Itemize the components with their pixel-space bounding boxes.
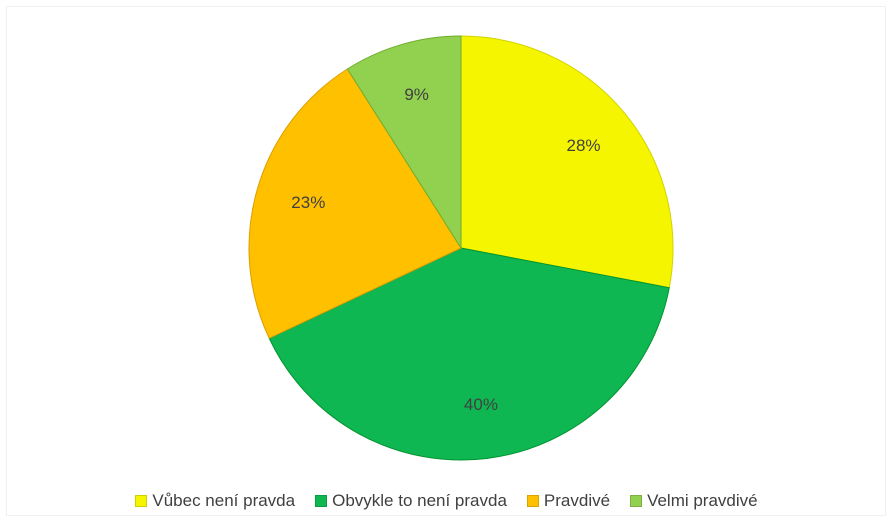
data-label-3: 23% bbox=[291, 193, 325, 212]
legend-swatch bbox=[630, 495, 643, 507]
pie-slice-1 bbox=[460, 35, 674, 289]
legend-label: Velmi pravdivé bbox=[647, 491, 758, 510]
pie-slice-2 bbox=[268, 247, 670, 461]
chart-border bbox=[6, 6, 886, 516]
data-label-1: 28% bbox=[566, 136, 600, 155]
pie-slices bbox=[248, 35, 674, 461]
legend-item-1: Vůbec není pravda bbox=[135, 491, 295, 511]
legend-swatch bbox=[135, 495, 148, 507]
data-label-2: 40% bbox=[464, 395, 498, 414]
chart-legend: Vůbec není pravda Obvykle to není pravda P… bbox=[0, 491, 893, 511]
legend-item-2: Obvykle to není pravda bbox=[315, 491, 507, 511]
legend-item-4: Velmi pravdivé bbox=[630, 491, 758, 511]
legend-item-3: Pravdivé bbox=[526, 491, 611, 511]
pie-chart: 28% 40% 23% 9% bbox=[248, 35, 674, 461]
legend-swatch bbox=[315, 495, 328, 507]
legend-label: Vůbec není pravda bbox=[152, 491, 296, 510]
pie-slice-3 bbox=[248, 68, 462, 339]
legend-label: Pravdivé bbox=[543, 491, 611, 510]
legend-label: Obvykle to není pravda bbox=[332, 491, 507, 510]
pie-slice-4 bbox=[346, 35, 462, 250]
legend-swatch bbox=[526, 495, 539, 507]
pie-data-labels: 28% 40% 23% 9% bbox=[291, 85, 600, 414]
data-label-4: 9% bbox=[404, 85, 429, 104]
